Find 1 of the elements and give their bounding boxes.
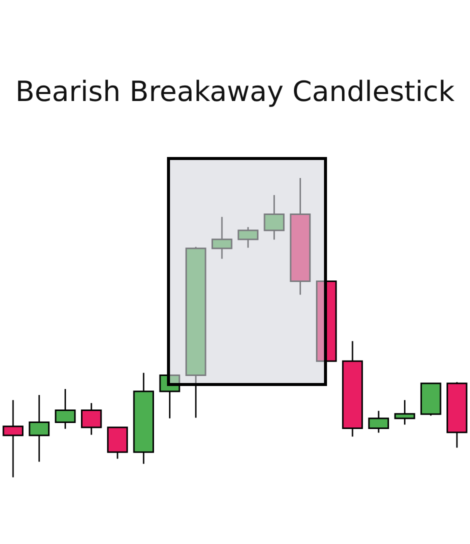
chart-title: Bearish Breakaway Candlestick bbox=[14, 75, 456, 108]
